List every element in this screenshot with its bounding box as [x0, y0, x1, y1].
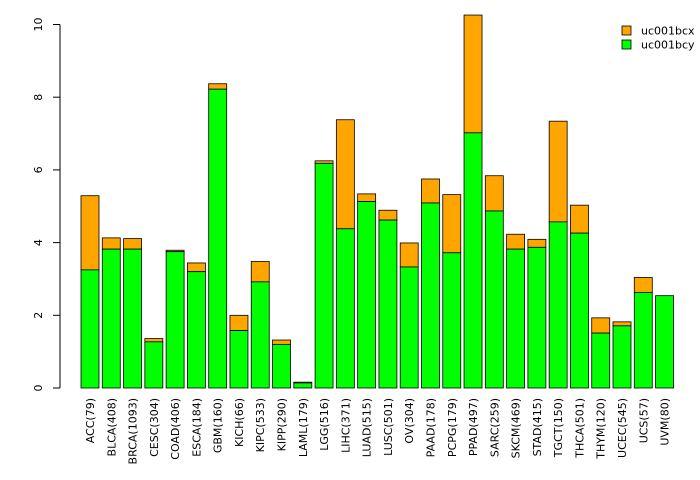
- bar-segment-uc001bcx: [484, 175, 504, 212]
- bar-segment-uc001bcx: [357, 193, 377, 202]
- legend-swatch: [621, 39, 632, 50]
- y-tick-label: 2: [32, 312, 45, 319]
- x-tick-label: BLCA(408): [105, 398, 118, 456]
- x-tick-label: UCEC(545): [616, 398, 629, 458]
- bar-segment-uc001bcy: [484, 210, 504, 389]
- bar-segment-uc001bcx: [463, 14, 483, 134]
- bar-segment-uc001bcx: [101, 237, 121, 250]
- bar-segment-uc001bcy: [527, 246, 547, 389]
- x-tick-label: LAML(179): [297, 398, 310, 457]
- bar-segment-uc001bcy: [165, 251, 185, 389]
- bar-segment-uc001bcy: [633, 291, 653, 389]
- x-tick-label: PCPG(179): [446, 398, 459, 457]
- bar-segment-uc001bcx: [570, 204, 589, 234]
- x-tick-label: TGCT(150): [552, 398, 565, 458]
- legend-swatch: [621, 25, 632, 36]
- x-tick-label: OV(304): [403, 398, 416, 444]
- x-tick-label: PAAD(178): [424, 398, 437, 457]
- x-tick-label: SARC(259): [488, 398, 501, 457]
- bar-segment-uc001bcy: [399, 266, 419, 389]
- x-tick-label: UCS(57): [637, 398, 650, 443]
- x-tick-label: KICH(66): [233, 398, 246, 447]
- x-axis-labels: ACC(79) BLCA(408) BRCA(1093) CESC(304) COAD(…: [84, 398, 672, 464]
- bar-segment-uc001bcy: [250, 281, 270, 389]
- bar-segment-uc001bcx: [612, 321, 632, 327]
- y-tick-label: 8: [32, 94, 45, 101]
- bar-segment-uc001bcy: [293, 382, 313, 389]
- bar-segment-uc001bcy: [314, 162, 334, 389]
- bar-segment-uc001bcy: [186, 271, 206, 389]
- x-tick-label: GBM(160): [212, 398, 225, 453]
- bar-segment-uc001bcy: [229, 330, 249, 389]
- bar-segment-uc001bcy: [570, 232, 589, 389]
- bar-segment-uc001bcx: [335, 119, 355, 230]
- bar-segment-uc001bcy: [144, 341, 164, 389]
- bar-segment-uc001bcy: [80, 269, 100, 389]
- bar-segment-uc001bcx: [506, 233, 526, 250]
- x-tick-label: UVM(80): [659, 398, 672, 446]
- bar-segment-uc001bcx: [421, 178, 440, 204]
- bar-segment-uc001bcx: [442, 194, 462, 254]
- x-tick-label: PPAD(497): [467, 398, 480, 456]
- x-tick-label: LUSC(501): [382, 398, 395, 456]
- bar-segment-uc001bcx: [378, 209, 398, 221]
- x-tick-label: BRCA(1093): [127, 398, 140, 464]
- bar-segment-uc001bcy: [208, 88, 228, 389]
- bar-segment-uc001bcx: [250, 261, 270, 283]
- x-tick-label: SKCM(469): [510, 398, 523, 458]
- bar-segment-uc001bcy: [335, 228, 355, 389]
- bar-segment-uc001bcy: [591, 332, 611, 389]
- x-tick-label: ESCA(184): [190, 398, 203, 457]
- bar-segment-uc001bcx: [229, 314, 249, 331]
- bar-segment-uc001bcy: [506, 248, 526, 389]
- legend-label: uc001bcx: [641, 25, 695, 38]
- x-tick-label: LUAD(515): [361, 398, 374, 457]
- bar-segment-uc001bcy: [548, 221, 568, 389]
- y-axis: 0 2 4 6 8 10: [32, 18, 61, 392]
- y-tick-label: 6: [32, 166, 45, 173]
- y-tick-label: 4: [32, 239, 45, 246]
- bars-layer: [80, 14, 674, 389]
- bar-segment-uc001bcy: [421, 202, 440, 389]
- bar-segment-uc001bcy: [442, 252, 462, 389]
- bar-segment-uc001bcy: [272, 343, 291, 389]
- bar-segment-uc001bcy: [123, 248, 142, 389]
- y-tick-label: 10: [32, 18, 45, 32]
- bar-segment-uc001bcx: [144, 338, 164, 343]
- legend-label: uc001bcy: [641, 39, 695, 52]
- bar-segment-uc001bcy: [378, 219, 398, 389]
- x-tick-label: KIPP(290): [276, 398, 289, 451]
- bar-segment-uc001bcy: [101, 248, 121, 389]
- x-tick-label: STAD(415): [531, 398, 544, 456]
- bar-segment-uc001bcx: [123, 238, 142, 250]
- x-tick-label: THCA(501): [573, 398, 586, 459]
- x-tick-label: THYM(120): [595, 398, 608, 460]
- bar-segment-uc001bcx: [633, 277, 653, 293]
- bar-segment-uc001bcy: [357, 201, 377, 389]
- x-tick-label: LGG(516): [318, 398, 331, 451]
- x-tick-label: LIHC(371): [339, 398, 352, 453]
- bar-segment-uc001bcx: [591, 317, 611, 334]
- bar-segment-uc001bcx: [527, 238, 547, 248]
- bar-segment-uc001bcx: [548, 120, 568, 223]
- bar-segment-uc001bcy: [655, 295, 674, 389]
- bar-segment-uc001bcx: [186, 262, 206, 273]
- bar-segment-uc001bcx: [272, 339, 291, 345]
- x-tick-label: ACC(79): [84, 398, 97, 443]
- x-tick-label: COAD(406): [169, 398, 182, 460]
- y-tick-label: 0: [32, 385, 45, 392]
- bar-segment-uc001bcx: [208, 83, 228, 90]
- bar-segment-uc001bcy: [612, 325, 632, 389]
- bar-segment-uc001bcx: [80, 195, 100, 271]
- x-tick-label: KIPC(533): [254, 398, 267, 452]
- x-tick-label: CESC(304): [148, 398, 161, 457]
- bar-segment-uc001bcx: [399, 242, 419, 268]
- bar-segment-uc001bcy: [463, 132, 483, 389]
